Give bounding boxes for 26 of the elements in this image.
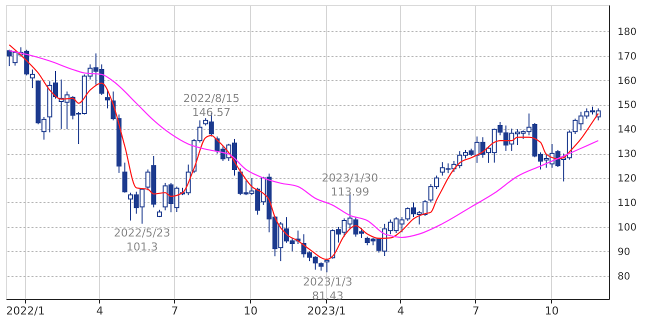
candlestick (324, 258, 330, 273)
y-tick-label: 120 (618, 174, 637, 185)
y-tick-label: 110 (618, 198, 637, 209)
x-tick-label: 10 (244, 304, 258, 318)
y-tick-label: 100 (618, 222, 637, 234)
x-tick-label: 10 (544, 304, 559, 318)
annotation: 2023/1/30 113.99 (322, 172, 378, 199)
x-tick-label: 7 (171, 304, 178, 318)
y-tick-label: 160 (618, 76, 637, 87)
candlestick (122, 162, 128, 194)
y-tick-label: 140 (618, 124, 637, 136)
x-tick-label: 4 (96, 304, 104, 318)
annotation: 2022/8/15 146.57 (183, 92, 240, 120)
x-tick-label: 7 (472, 304, 480, 318)
x-tick-label: 2023/1 (307, 304, 346, 318)
candlestick (104, 89, 110, 109)
annotation: 2023/1/3 81.43 (303, 275, 352, 302)
x-tick-label: 4 (397, 304, 404, 318)
x-tick-label: 2022/1 (6, 304, 45, 318)
y-tick-label: 150 (618, 100, 637, 112)
annotation: 2022/5/23 101.3 (114, 226, 170, 254)
y-tick-label: 180 (618, 26, 637, 38)
y-tick-label: 130 (618, 149, 637, 160)
y-tick-label: 170 (618, 51, 637, 62)
y-tick-label: 80 (618, 271, 630, 282)
y-tick-label: 90 (618, 246, 630, 258)
